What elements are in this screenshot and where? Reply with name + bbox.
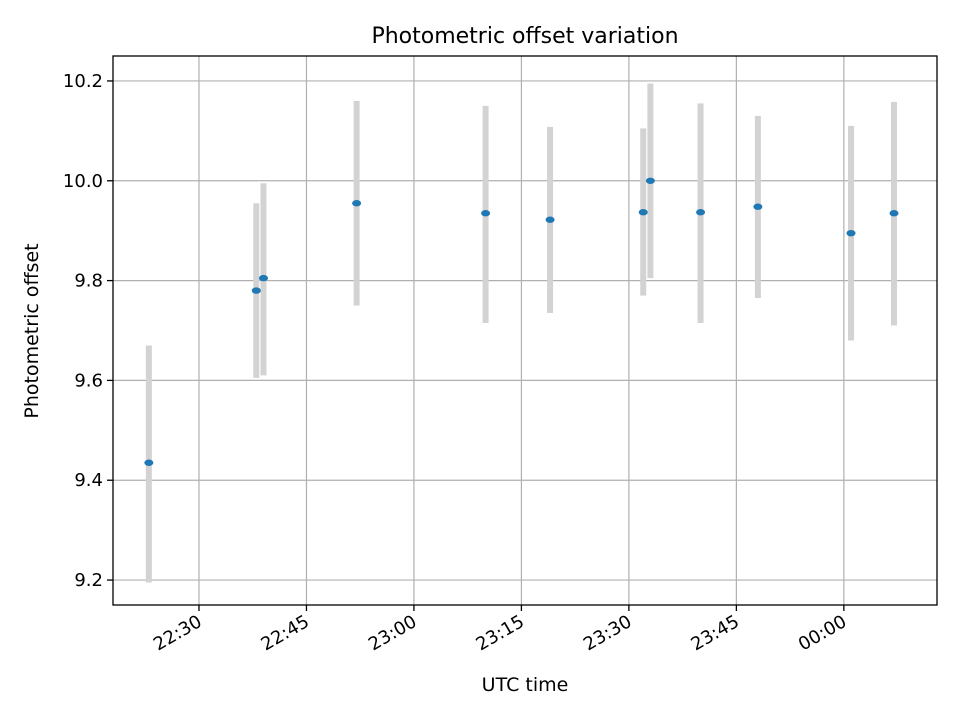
axis-ticks: 22:30 22:45 23:00 23:15 23:30 23:45 00:00 9.2 9.… xyxy=(63,71,850,655)
data-point xyxy=(846,229,856,237)
y-tick-label: 9.6 xyxy=(74,370,103,391)
x-tick-label: 22:45 xyxy=(258,611,313,655)
grid-lines xyxy=(113,56,937,605)
plot-frame xyxy=(112,55,938,606)
data-point xyxy=(545,216,555,223)
x-tick-label: 23:00 xyxy=(365,611,420,655)
y-tick-label: 9.4 xyxy=(74,470,103,491)
data-point xyxy=(753,203,763,210)
data-point xyxy=(144,459,154,466)
data-point xyxy=(696,209,706,216)
y-tick-label: 9.2 xyxy=(74,570,103,591)
y-tick-label: 10.0 xyxy=(63,171,103,192)
x-tick-label: 22:30 xyxy=(150,611,205,655)
data-point xyxy=(889,210,899,217)
x-tick-label: 23:45 xyxy=(687,611,742,655)
data-point xyxy=(481,210,491,217)
data-point xyxy=(638,209,648,216)
data-point xyxy=(645,177,655,184)
y-axis-label: Photometric offset xyxy=(21,243,43,418)
data-point xyxy=(258,274,268,282)
y-tick-label: 10.2 xyxy=(63,71,103,92)
x-axis-label: UTC time xyxy=(482,674,569,696)
x-tick-label: 23:15 xyxy=(472,611,527,655)
x-tick-label: 23:30 xyxy=(580,611,635,655)
data-point xyxy=(251,287,261,294)
data-point xyxy=(352,200,362,207)
x-tick-label: 00:00 xyxy=(795,611,850,655)
data-points xyxy=(144,177,899,466)
y-tick-label: 9.8 xyxy=(74,271,103,292)
chart-title: Photometric offset variation xyxy=(371,24,678,49)
